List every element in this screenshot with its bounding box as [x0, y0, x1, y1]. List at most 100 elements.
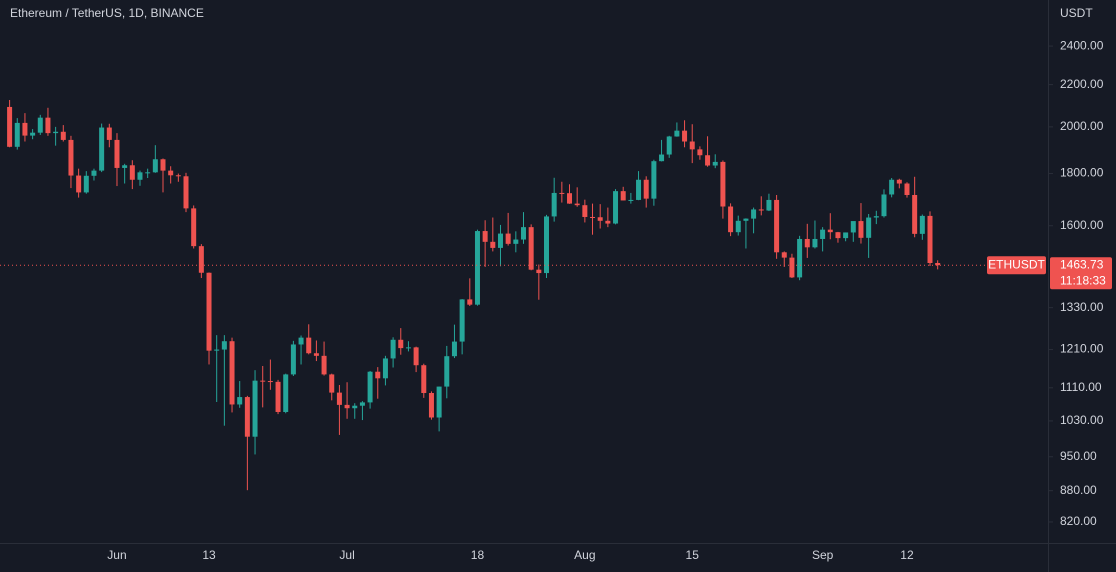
x-tick-label: Jul: [339, 548, 354, 562]
candle-body: [689, 141, 695, 150]
candle-body: [605, 220, 611, 224]
y-tick-label: 1210.00: [1060, 342, 1104, 356]
candle-body: [659, 154, 665, 162]
y-tick-label: 1600.00: [1060, 218, 1104, 232]
candle-body: [183, 176, 189, 209]
candle-body: [697, 149, 703, 156]
candle-body: [927, 215, 933, 264]
candle-body: [912, 194, 918, 234]
y-tick-label: 2400.00: [1060, 38, 1104, 52]
candle-body: [267, 381, 273, 383]
candle-body: [91, 170, 97, 176]
candle-body: [99, 127, 105, 171]
candle-body: [497, 233, 503, 248]
candle-body: [597, 217, 603, 221]
candle-body: [229, 341, 235, 405]
candle-body: [781, 252, 787, 258]
candle-body: [582, 205, 588, 217]
candle-body: [237, 397, 243, 405]
candle-body: [850, 221, 856, 233]
candle-body: [904, 183, 910, 195]
candle-body: [106, 127, 112, 140]
y-tick-label: 1110.00: [1060, 380, 1102, 394]
candle-body: [536, 269, 542, 274]
candle-body: [889, 179, 895, 195]
candle-body: [544, 216, 549, 274]
price-tag: [1050, 257, 1112, 290]
y-tick-label: 950.00: [1060, 449, 1097, 463]
candle-body: [22, 122, 28, 136]
candle-body: [735, 220, 741, 233]
symbol-label: ETHUSDT: [988, 257, 1045, 271]
x-tick-label: 12: [900, 548, 914, 562]
candle-body: [214, 349, 220, 351]
candle-body: [76, 175, 82, 193]
candle-body: [290, 344, 296, 375]
countdown-label: 11:18:33: [1060, 273, 1106, 287]
candle-body: [873, 216, 879, 218]
candle-body: [789, 257, 795, 278]
candle-body: [628, 199, 634, 201]
candle-body: [827, 229, 833, 233]
candle-body: [444, 356, 450, 387]
candle-body: [398, 339, 404, 349]
candle-body: [528, 227, 534, 270]
candle-body: [275, 381, 281, 412]
candle-body: [482, 231, 488, 242]
candle-body: [858, 221, 864, 238]
candle-body: [260, 380, 266, 382]
candle-body: [168, 170, 174, 176]
candle-body: [467, 299, 473, 305]
candle-body: [206, 272, 212, 351]
candle-body: [881, 194, 887, 217]
candle-body: [390, 339, 396, 359]
candle-body: [728, 206, 734, 233]
candle-body: [751, 209, 757, 219]
candle-body: [114, 139, 120, 168]
candle-body: [766, 199, 772, 211]
candle-body: [935, 263, 941, 266]
candle-body: [244, 397, 250, 437]
candle-body: [313, 353, 319, 356]
candle-body: [352, 405, 358, 409]
candle-body: [321, 355, 327, 375]
y-tick-label: 820.00: [1060, 514, 1097, 528]
candle-body: [359, 402, 365, 406]
candle-body: [405, 347, 411, 349]
candle-body: [37, 117, 43, 133]
y-tick-label: 1030.00: [1060, 413, 1104, 427]
candle-body: [490, 241, 496, 248]
candle-body: [643, 179, 649, 199]
candle-body: [145, 172, 151, 174]
candle-body: [835, 232, 841, 239]
candle-body: [175, 175, 181, 177]
candle-body: [567, 193, 573, 204]
candle-body: [551, 192, 557, 217]
candle-body: [843, 232, 849, 239]
candle-body: [30, 132, 36, 136]
candle-body: [674, 130, 680, 137]
symbol-tag: [987, 256, 1046, 275]
candle-body: [613, 191, 619, 224]
candle-body: [705, 155, 711, 166]
x-tick-label: Jun: [107, 548, 126, 562]
candle-body: [198, 246, 204, 273]
candle-body: [919, 215, 925, 234]
x-tick-label: Sep: [812, 548, 834, 562]
candle-body: [122, 165, 128, 168]
candle-body: [137, 172, 143, 180]
candle-body: [804, 238, 810, 248]
candle-body: [720, 161, 726, 207]
x-tick-label: 18: [471, 548, 485, 562]
y-tick-label: 880.00: [1060, 483, 1097, 497]
candle-body: [758, 209, 764, 211]
candle-body: [7, 106, 13, 147]
candle-body: [60, 131, 66, 140]
candle-body: [651, 161, 657, 199]
candle-body: [451, 341, 457, 357]
x-tick-label: Aug: [574, 548, 595, 562]
candle-body: [820, 229, 826, 239]
candle-body: [428, 393, 434, 418]
candle-body: [298, 337, 304, 345]
